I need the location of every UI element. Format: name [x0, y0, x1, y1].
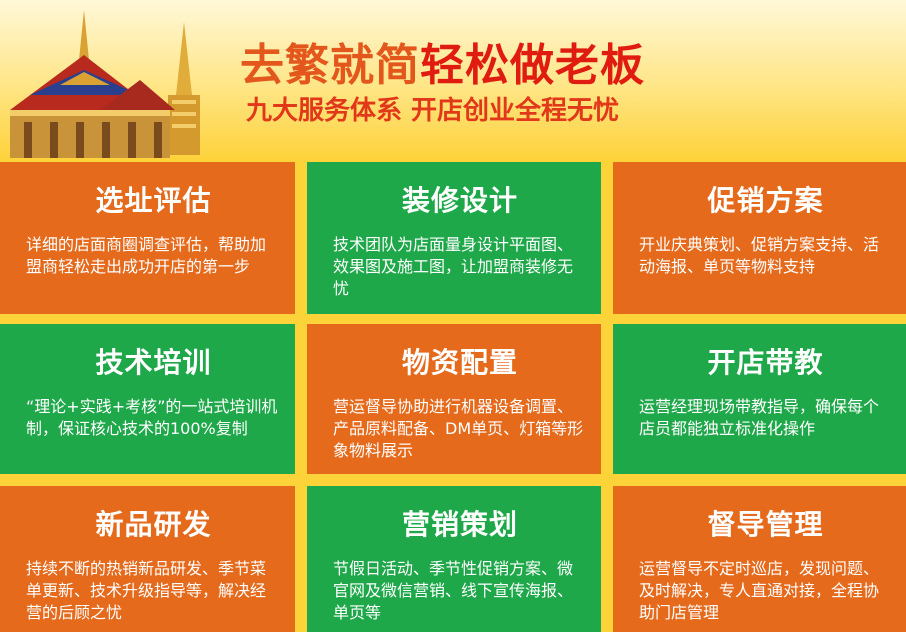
- card-supervision-management: 督导管理 运营督导不定时巡店，发现问题、及时解决，专人直通对接，全程协助门店管理: [613, 486, 906, 632]
- card-marketing-planning: 营销策划 节假日活动、季节性促销方案、微官网及微信营销、线下宣传海报、单页等: [307, 486, 601, 632]
- card-title: 新品研发: [95, 508, 212, 541]
- page-title: 去繁就简轻松做老板: [240, 40, 645, 92]
- card-text: “理论+实践+考核”的一站式培训机制，保证核心技术的100%复制: [26, 397, 278, 438]
- header-banner: 去繁就简轻松做老板 九大服务体系 开店创业全程无忧: [0, 0, 906, 160]
- card-text: 持续不断的热销新品研发、季节菜单更新、技术升级指导等，解决经营的后顾之忧: [26, 559, 267, 622]
- card-site-evaluation: 选址评估 详细的店面商圈调查评估，帮助加盟商轻松走出成功开店的第一步: [0, 162, 295, 314]
- card-title: 促销方案: [707, 184, 824, 217]
- card-title: 技术培训: [95, 346, 212, 379]
- card-text: 节假日活动、季节性促销方案、微官网及微信营销、线下宣传海报、单页等: [333, 559, 574, 622]
- card-title: 装修设计: [401, 184, 518, 217]
- title-part-1: 去繁就简: [240, 40, 420, 91]
- temple-illustration: [10, 10, 200, 158]
- card-title: 物资配置: [401, 346, 518, 379]
- card-title: 营销策划: [401, 508, 518, 541]
- page-subtitle: 九大服务体系 开店创业全程无忧: [246, 96, 620, 126]
- card-title: 督导管理: [707, 508, 824, 541]
- card-text: 运营经理现场带教指导，确保每个店员都能独立标准化操作: [639, 397, 880, 438]
- card-text: 详细的店面商圈调查评估，帮助加盟商轻松走出成功开店的第一步: [26, 235, 267, 276]
- card-text: 技术团队为店面量身设计平面图、效果图及施工图，让加盟商装修无忧: [333, 235, 574, 298]
- card-material-configuration: 物资配置 营运督导协助进行机器设备调置、产品原料配备、DM单页、灯箱等形象物料展…: [307, 324, 601, 474]
- card-promotion-plan: 促销方案 开业庆典策划、促销方案支持、活动海报、单页等物料支持: [613, 162, 906, 314]
- card-text: 运营督导不定时巡店，发现问题、及时解决，专人直通对接，全程协助门店管理: [639, 559, 880, 622]
- card-opening-guidance: 开店带教 运营经理现场带教指导，确保每个店员都能独立标准化操作: [613, 324, 906, 474]
- card-new-product-development: 新品研发 持续不断的热销新品研发、季节菜单更新、技术升级指导等，解决经营的后顾之…: [0, 486, 295, 632]
- card-decoration-design: 装修设计 技术团队为店面量身设计平面图、效果图及施工图，让加盟商装修无忧: [307, 162, 601, 314]
- card-text: 开业庆典策划、促销方案支持、活动海报、单页等物料支持: [639, 235, 880, 276]
- card-title: 选址评估: [95, 184, 212, 217]
- card-technical-training: 技术培训 “理论+实践+考核”的一站式培训机制，保证核心技术的100%复制: [0, 324, 295, 474]
- title-part-2: 轻松做老板: [420, 40, 645, 91]
- card-title: 开店带教: [707, 346, 824, 379]
- card-text: 营运督导协助进行机器设备调置、产品原料配备、DM单页、灯箱等形象物料展示: [333, 397, 584, 460]
